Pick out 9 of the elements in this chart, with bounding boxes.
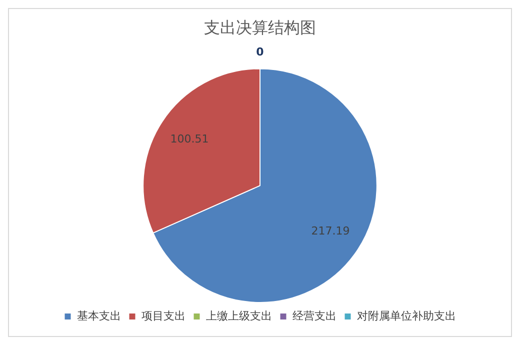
legend-label: 基本支出 (76, 309, 121, 322)
chart-title: 支出决算结构图 (204, 18, 316, 37)
legend-label: 对附属单位补助支出 (356, 309, 456, 322)
data-label: 217.19 (311, 224, 350, 238)
data-label: 100.51 (170, 132, 209, 146)
text: 0 (256, 46, 264, 59)
legend-label: 项目支出 (141, 309, 186, 322)
legend-label: 上缴上级支出 (206, 309, 272, 322)
legend-label: 经营支出 (292, 309, 336, 322)
